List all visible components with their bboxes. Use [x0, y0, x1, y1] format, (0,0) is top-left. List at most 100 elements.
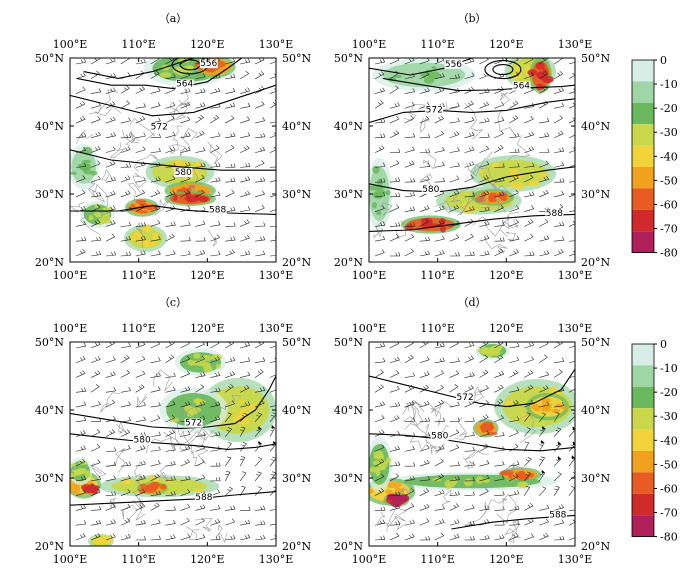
wind-barb [210, 401, 221, 408]
contour-label-bg [133, 435, 152, 445]
wind-barb [255, 250, 266, 257]
precip-speckle [427, 70, 434, 78]
wind-barb [464, 161, 475, 168]
contour-label-bg [150, 122, 169, 132]
wind-barb [389, 532, 400, 541]
wind-barb [135, 86, 145, 94]
lon-tick-label-top: 130°E [259, 322, 294, 335]
lon-tick-label-bottom: 120°E [190, 269, 225, 282]
wind-barb [568, 181, 575, 183]
wind-barb [449, 417, 460, 423]
wind-barb [75, 475, 87, 482]
wind-barb [494, 534, 505, 541]
wind-barb [479, 385, 489, 393]
wind-barb [225, 236, 236, 242]
precip-speckle [510, 181, 517, 189]
wind-barb [374, 162, 386, 168]
boundary-line [505, 231, 516, 242]
wind-barb [568, 486, 575, 496]
wind-barb [509, 342, 520, 349]
wind-barb [494, 384, 504, 393]
precip-speckle [543, 403, 553, 409]
wind-barb [568, 194, 575, 198]
wind-barb [150, 357, 161, 364]
wind-barb [254, 456, 263, 467]
wind-barb [494, 505, 505, 511]
wind-barb [120, 429, 131, 437]
wind-barb [90, 160, 101, 168]
wind-barb [538, 425, 546, 437]
wind-barb [554, 401, 565, 408]
wind-barb [494, 431, 505, 437]
wind-barb [494, 163, 505, 168]
wind-barb [90, 219, 101, 227]
wind-barb [240, 371, 251, 378]
wind-barb [150, 87, 161, 94]
wind-barb [374, 401, 385, 408]
lat-tick-label-right: 30°N [282, 188, 311, 201]
wind-barb [210, 415, 221, 423]
wind-barb [210, 356, 220, 364]
wind-barb [195, 162, 206, 168]
wind-barb [404, 417, 416, 423]
wind-barb [374, 519, 386, 526]
wind-barb [524, 502, 534, 511]
wind-barb [105, 220, 116, 227]
lat-tick-label-left: 50°N [35, 52, 64, 65]
wind-barb [225, 102, 236, 109]
wind-barb [269, 405, 276, 408]
wind-barb [568, 384, 575, 393]
wind-barb [434, 342, 445, 349]
wind-barb [180, 236, 191, 242]
wind-barb [404, 248, 414, 257]
wind-barb [75, 248, 86, 257]
contour-label: 588 [195, 493, 212, 503]
wind-barb [165, 354, 175, 364]
wind-barb [389, 204, 400, 212]
lat-tick-label-left: 40°N [35, 120, 64, 133]
precip-speckle [541, 397, 551, 404]
wind-barb [568, 220, 575, 227]
wind-barb [539, 250, 550, 257]
contour-line [70, 491, 276, 506]
wind-barb [150, 431, 161, 437]
wind-barb [524, 71, 534, 80]
wind-barb [449, 429, 459, 437]
wind-barb [135, 416, 146, 423]
wind-barb [135, 401, 146, 408]
contour-line [369, 368, 575, 408]
precip-speckle [211, 354, 222, 361]
wind-barb [150, 133, 161, 139]
boundary-line [158, 465, 171, 481]
wind-barb [494, 116, 505, 124]
colorbar-swatch [632, 472, 654, 494]
colorbar-label: -50 [660, 174, 678, 187]
wind-barb [554, 190, 565, 198]
map-content: 556 564 572 580 588 [70, 58, 276, 257]
wind-barb [554, 535, 565, 541]
wind-barb [75, 504, 86, 511]
wind-barb [524, 131, 535, 139]
wind-barb [434, 519, 445, 526]
colorbar-label: -60 [660, 198, 678, 211]
wind-barb [210, 431, 221, 437]
wind-barb [120, 461, 132, 467]
precip-speckle [231, 409, 237, 413]
precip-speckle [463, 478, 474, 486]
wind-barb [524, 356, 534, 364]
wind-barb [479, 133, 490, 139]
boundary-line [134, 461, 142, 482]
precip-speckle [373, 450, 384, 459]
wind-barb [180, 445, 191, 452]
wind-barb [509, 115, 519, 124]
wind-barb [120, 146, 131, 153]
wind-barb [374, 205, 385, 212]
wind-barb [464, 536, 475, 541]
wind-barb [509, 249, 519, 257]
wind-barb [509, 520, 520, 526]
lat-tick-label-right: 20°N [581, 256, 610, 269]
wind-barb [374, 369, 384, 378]
wind-barb [419, 176, 430, 183]
wind-barb [120, 175, 131, 183]
precip-speckle [130, 236, 139, 242]
